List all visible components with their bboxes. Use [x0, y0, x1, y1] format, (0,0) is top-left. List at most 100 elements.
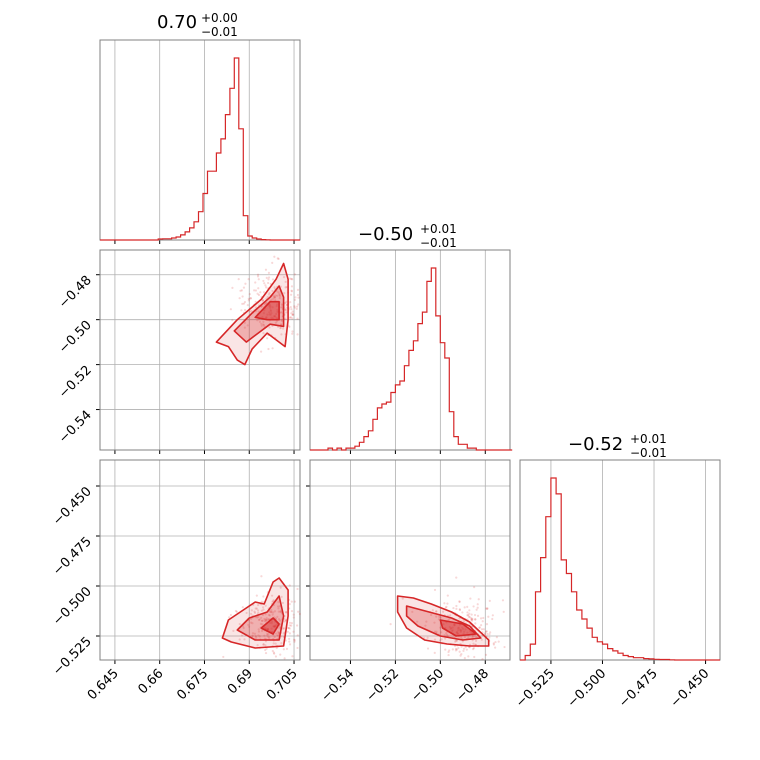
- pair-2-1-sample-point: [464, 646, 467, 649]
- pair-1-0-sample-point: [243, 308, 247, 312]
- pair-1-0-sample-point: [272, 297, 275, 300]
- pair-2-0-sample-point: [292, 630, 295, 633]
- pair-2-1-sample-point: [467, 615, 471, 618]
- pair-2-0-sample-point: [293, 600, 296, 603]
- pair-2-1-sample-point: [476, 606, 479, 609]
- pair-2-1-sample-point: [431, 609, 434, 612]
- title-diag-2: −0.52 +0.01 −0.01: [568, 432, 667, 460]
- pair-1-0-ytick-label: −0.54: [56, 408, 95, 447]
- pair-2-0-sample-point: [262, 606, 265, 609]
- pair-2-1-xtick-label: −0.54: [318, 666, 357, 705]
- pair-1-0-sample-point: [291, 330, 294, 333]
- pair-1-0-sample-point: [267, 293, 271, 296]
- pair-2-0-sample-point: [280, 642, 283, 645]
- pair-2-0-sample-point: [290, 609, 294, 613]
- pair-1-0-sample-point: [284, 301, 287, 305]
- pair-2-0-sample-point: [264, 620, 267, 623]
- pair-2-0-sample-point: [279, 653, 282, 656]
- pair-2-0-sample-point: [270, 594, 274, 597]
- pair-2-1-sample-point: [426, 636, 429, 639]
- pair-2-0-sample-point: [278, 605, 281, 608]
- pair-2-1-xtick-label: −0.52: [363, 666, 402, 705]
- pair-1-0-sample-point: [296, 293, 300, 297]
- pair-2-0-sample-point: [296, 646, 299, 650]
- pair-2-1-sample-point: [473, 634, 476, 637]
- pair-1-0-sample-point: [284, 280, 287, 283]
- pair-2-0-sample-point: [258, 618, 261, 621]
- pair-2-0-sample-point: [257, 630, 261, 633]
- pair-2-1-sample-point: [466, 605, 469, 608]
- pair-2-1-sample-point: [451, 648, 454, 651]
- pair-2-0-sample-point: [267, 613, 271, 617]
- pair-2-1-sample-point: [467, 655, 470, 658]
- pair-2-0-ytick-label: −0.525: [50, 634, 95, 679]
- pair-2-0-sample-point: [241, 606, 244, 609]
- pair-2-0-sample-point: [288, 584, 291, 587]
- pair-2-0-sample-point: [288, 603, 291, 606]
- pair-2-0-sample-point: [261, 623, 264, 626]
- pair-1-0-sample-point: [274, 321, 277, 324]
- pair-2-0-sample-point: [266, 634, 269, 637]
- pair-2-1-sample-point: [472, 605, 475, 608]
- pair-1-0-sample-point: [240, 309, 243, 312]
- pair-2-0-sample-point: [243, 638, 246, 641]
- pair-2-0-sample-point: [292, 613, 295, 616]
- pair-2-0-sample-point: [277, 632, 280, 635]
- pair-2-0-sample-point: [292, 638, 296, 641]
- pair-2-1-sample-point: [461, 611, 464, 614]
- pair-2-1-sample-point: [478, 626, 482, 629]
- pair-1-0-sample-point: [264, 302, 267, 305]
- pair-2-0-sample-point: [285, 610, 288, 614]
- pair-1-0-sample-point: [270, 298, 273, 301]
- title-diag-0-lower: −0.01: [201, 25, 238, 39]
- pair-2-1-sample-point: [468, 616, 471, 619]
- pair-2-0-ytick-label: −0.475: [50, 534, 95, 579]
- pair-1-0-sample-point: [297, 303, 300, 306]
- pair-2-0-sample-point: [238, 638, 241, 641]
- pair-1-0-sample-point: [288, 316, 292, 319]
- pair-2-1-sample-point: [491, 614, 494, 617]
- pair-1-0-ytick-label: −0.50: [56, 318, 95, 357]
- pair-1-0-sample-point: [261, 298, 264, 302]
- pair-2-1-sample-point: [433, 638, 437, 641]
- pair-1-0-sample-point: [254, 289, 258, 292]
- pair-1-0-sample-point: [275, 320, 278, 323]
- pair-1-0-sample-point: [276, 257, 279, 260]
- pair-1-0-sample-point: [271, 289, 274, 293]
- pair-2-1-sample-point: [458, 600, 461, 604]
- pair-2-0-sample-point: [270, 610, 273, 614]
- pair-2-0-sample-point: [238, 622, 241, 626]
- pair-1-0-sample-point: [241, 295, 244, 298]
- pair-2-1-sample-point: [470, 618, 473, 621]
- pair-2-0-sample-point: [264, 644, 267, 647]
- pair-1-0-sample-point: [280, 303, 283, 306]
- pair-2-1-sample-point: [445, 632, 448, 635]
- pair-2-1-sample-point: [485, 623, 489, 626]
- pair-1-0-sample-point: [257, 287, 260, 290]
- title-diag-1: −0.50 +0.01 −0.01: [358, 222, 457, 250]
- pair-2-0-sample-point: [273, 652, 276, 655]
- pair-2-0-sample-point: [283, 620, 286, 623]
- pair-2-0-sample-point: [282, 632, 285, 635]
- pair-2-1-sample-point: [487, 615, 490, 618]
- pair-1-0-sample-point: [283, 291, 286, 295]
- pair-1-0-sample-point: [262, 331, 265, 335]
- pair-2-1-sample-point: [401, 597, 404, 600]
- pair-2-1-sample-point: [433, 588, 437, 592]
- pair-1-0-sample-point: [291, 278, 294, 281]
- pair-2-1-sample-point: [468, 612, 471, 615]
- pair-2-1-sample-point: [444, 637, 447, 640]
- pair-2-0-sample-point: [256, 609, 260, 612]
- pair-2-0-sample-point: [279, 586, 282, 589]
- pair-1-0-sample-point: [273, 296, 277, 299]
- pair-2-0-xtick-label: 0.69: [225, 666, 256, 697]
- pair-1-0-sample-point: [244, 282, 247, 285]
- pair-1-0-sample-point: [262, 291, 266, 294]
- pair-1-0-sample-point: [264, 268, 268, 271]
- pair-2-1-sample-point: [472, 646, 475, 650]
- pair-2-1-sample-point: [425, 620, 428, 623]
- pair-2-1-sample-point: [471, 619, 474, 622]
- pair-2-1-sample-point: [488, 633, 491, 636]
- pair-2-0-sample-point: [264, 618, 268, 622]
- pair-2-0-sample-point: [257, 615, 260, 618]
